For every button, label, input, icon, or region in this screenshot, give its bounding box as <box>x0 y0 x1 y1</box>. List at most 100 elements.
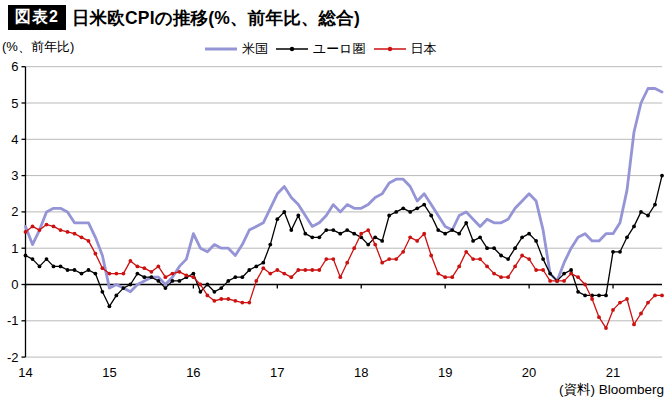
series-euro-point <box>108 304 112 308</box>
series-japan-point <box>499 275 503 279</box>
series-japan-point <box>206 294 210 298</box>
series-euro-point <box>115 294 119 298</box>
series-euro-point <box>485 246 489 250</box>
series-japan-line <box>24 223 664 330</box>
series-euro-point <box>94 272 98 276</box>
series-japan-point <box>185 274 189 278</box>
series-japan-point <box>226 297 230 301</box>
x-tick-label: 16 <box>186 365 200 380</box>
series-japan-point <box>240 301 244 305</box>
series-japan-point <box>520 254 524 258</box>
series-japan-point <box>282 272 286 276</box>
series-japan-point <box>171 272 175 276</box>
series-japan-point <box>373 243 377 247</box>
series-euro-point <box>632 225 636 229</box>
series-japan-point <box>555 279 559 283</box>
series-euro-point <box>492 246 496 250</box>
series-japan-point <box>192 275 196 279</box>
series-japan-point <box>310 268 314 272</box>
series-japan-point <box>52 225 56 229</box>
series-japan-point <box>289 275 293 279</box>
series-euro-point <box>136 272 140 276</box>
series-japan-point <box>429 254 433 258</box>
series-euro-point <box>639 210 643 214</box>
y-tick-label: 2 <box>11 204 18 219</box>
series-japan-point <box>324 257 328 261</box>
y-tick-label: 6 <box>11 59 18 74</box>
series-euro-point <box>422 203 426 207</box>
series-euro-point <box>646 214 650 218</box>
cpi-chart-page: { "header": { "tag": "図表2", "title": "日米… <box>0 0 670 403</box>
y-tick-label: -2 <box>7 350 19 365</box>
series-japan-point <box>492 272 496 276</box>
series-euro-point <box>653 203 657 207</box>
series-japan-point <box>157 265 161 269</box>
series-euro-point <box>324 228 328 232</box>
series-japan-point <box>122 272 126 276</box>
series-euro-point <box>345 228 349 232</box>
cpi-line-chart: 6543210-1-21415161718192021 <box>0 0 670 403</box>
series-euro-point <box>583 294 587 298</box>
series-euro-point <box>506 257 510 261</box>
series-euro-point <box>303 232 307 236</box>
series-euro-point <box>450 228 454 232</box>
series-japan-point <box>485 265 489 269</box>
x-tick-label: 19 <box>438 365 452 380</box>
y-tick-label: 1 <box>11 241 18 256</box>
series-euro-point <box>499 254 503 258</box>
series-japan-point <box>464 250 468 254</box>
series-euro-point <box>534 239 538 243</box>
series-japan-point <box>611 308 615 312</box>
series-japan-point <box>359 232 363 236</box>
series-euro-point <box>52 265 56 269</box>
series-japan-point <box>604 326 608 330</box>
series-japan-point <box>213 299 217 303</box>
series-euro-point <box>415 206 419 210</box>
series-euro-point <box>192 272 196 276</box>
series-japan-point <box>352 246 356 250</box>
series-euro-point <box>87 268 91 272</box>
series-euro-point <box>331 228 335 232</box>
series-japan-point <box>45 223 49 227</box>
series-euro-point <box>366 243 370 247</box>
series-euro-point <box>59 265 63 269</box>
series-euro-point <box>618 250 622 254</box>
y-tick-label: -1 <box>7 313 19 328</box>
series-japan-point <box>597 315 601 319</box>
series-japan-point <box>150 270 154 274</box>
series-euro-point <box>457 232 461 236</box>
x-tick-label: 20 <box>522 365 536 380</box>
series-us-line <box>26 89 663 292</box>
series-japan-point <box>590 297 594 301</box>
series-japan-point <box>66 230 70 234</box>
series-euro-point <box>101 290 105 294</box>
series-euro-point <box>436 228 440 232</box>
series-euro-point <box>206 283 210 287</box>
series-japan-point <box>562 279 566 283</box>
series-japan-point <box>254 279 258 283</box>
series-japan-point <box>24 230 28 234</box>
series-euro-point <box>429 214 433 218</box>
series-japan-point <box>471 257 475 261</box>
series-euro-point <box>24 254 28 258</box>
series-japan-point <box>136 265 140 269</box>
series-japan-point <box>387 257 391 261</box>
series-euro-point <box>275 217 279 221</box>
series-euro-point <box>394 210 398 214</box>
series-euro-point <box>604 294 608 298</box>
series-japan-point <box>73 232 77 236</box>
series-japan-point <box>576 275 580 279</box>
series-euro-point <box>471 239 475 243</box>
series-japan-point <box>401 250 405 254</box>
series-euro-point <box>611 250 615 254</box>
series-japan-point <box>394 257 398 261</box>
series-japan-point <box>639 312 643 316</box>
series-euro-point <box>143 275 147 279</box>
series-euro-point <box>352 232 356 236</box>
series-euro-point <box>289 228 293 232</box>
series-japan-point <box>164 275 168 279</box>
series-japan-point <box>422 232 426 236</box>
series-euro-point <box>66 268 70 272</box>
series-euro-point <box>38 265 42 269</box>
series-euro-point <box>387 214 391 218</box>
